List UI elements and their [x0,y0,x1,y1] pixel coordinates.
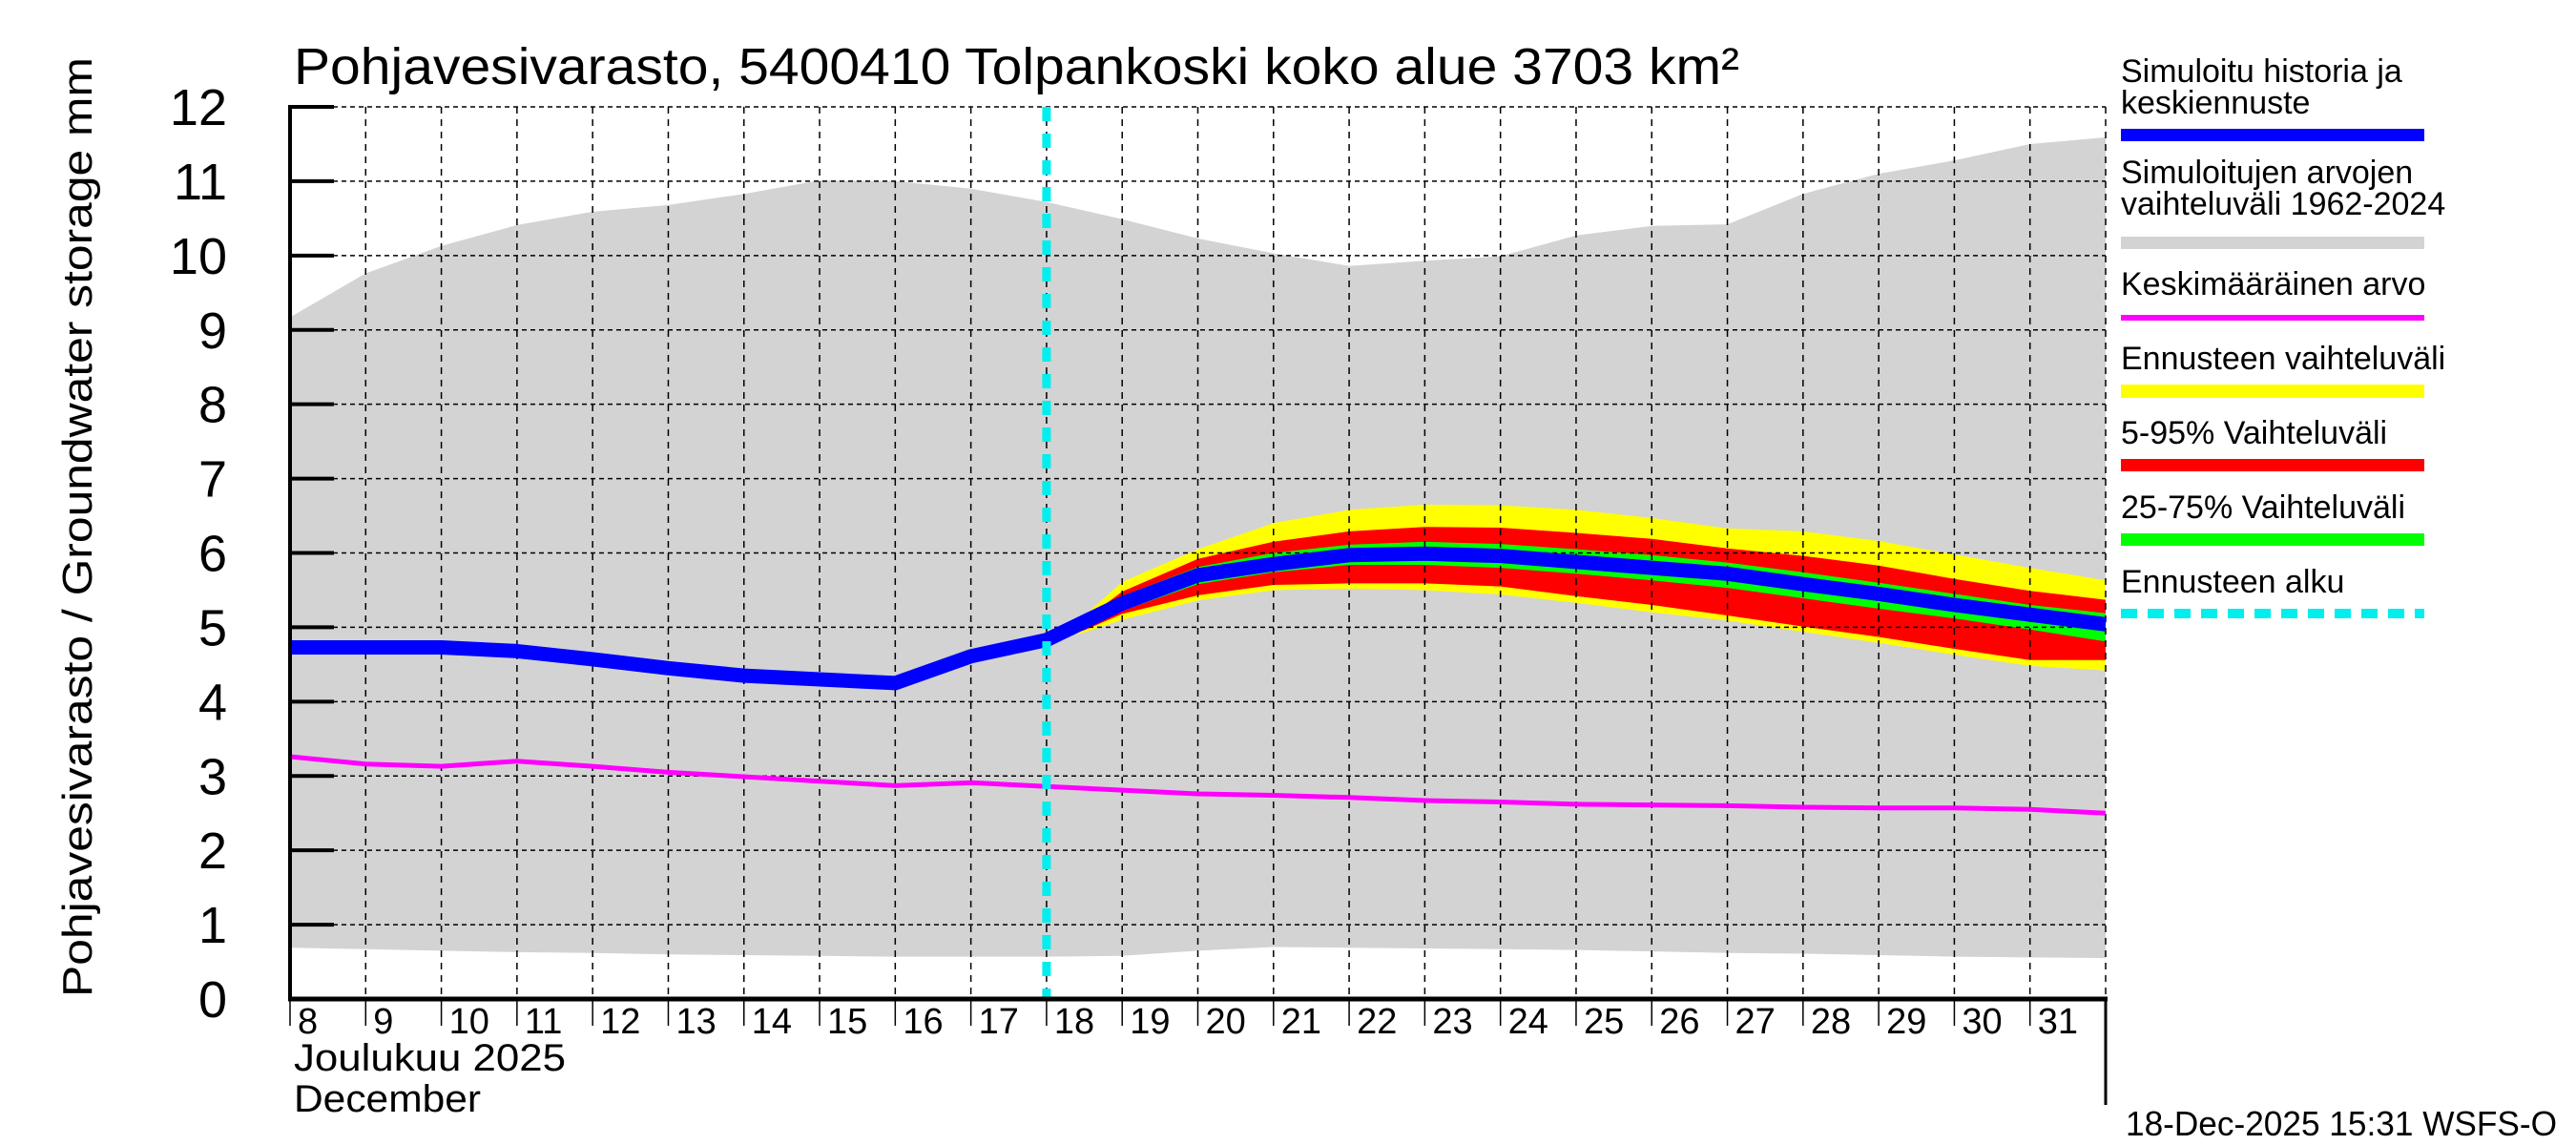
legend-swatch [2121,385,2424,398]
legend-item: 5-95% Vaihteluväli [2121,415,2424,471]
timestamp: 18-Dec-2025 15:31 WSFS-O [2126,1104,2557,1143]
x-axis-month-en: December [294,1078,481,1120]
legend-label: 5-95% Vaihteluväli [2121,415,2387,451]
y-tick-label: 0 [198,971,227,1029]
legend-swatch [2121,237,2424,249]
y-tick-label: 11 [174,154,227,211]
legend-label: vaihteluväli 1962-2024 [2121,186,2445,222]
x-tick-label: 20 [1206,1002,1246,1042]
legend: Simuloitu historia jakeskiennusteSimuloi… [2121,53,2445,618]
x-tick-label: 8 [298,1002,318,1042]
legend-label: Ennusteen alku [2121,564,2344,600]
x-tick-label: 9 [373,1002,393,1042]
x-tick-labels: 8 9 10 11 12 13 14 15 16 17 18 19 20 21 22 23 24 25 26 27 28… [298,1002,2078,1042]
legend-item: Ennusteen vaihteluväli [2121,341,2445,398]
legend-label: Keskimääräinen arvo [2121,266,2425,302]
y-tick-label: 8 [198,377,227,434]
legend-label: 25-75% Vaihteluväli [2121,489,2405,526]
legend-item: Keskimääräinen arvo [2121,266,2425,321]
x-tick-label: 13 [675,1002,716,1042]
x-tick-label: 10 [449,1002,489,1042]
x-tick-label: 28 [1811,1002,1851,1042]
y-tick-label: 3 [198,748,227,805]
x-tick-label: 30 [1962,1002,2002,1042]
x-tick-label: 24 [1508,1002,1548,1042]
x-axis-month-fi: Joulukuu 2025 [294,1037,566,1079]
line-keskim-r-inen-arvo [289,754,2107,816]
y-tick-label: 4 [198,674,227,731]
chart-title: Pohjavesivarasto, 5400410 Tolpankoski ko… [294,38,1739,95]
x-tick-label: 11 [525,1002,562,1042]
y-tick-label: 5 [198,599,227,656]
x-tick-label: 18 [1054,1002,1094,1042]
x-tick-label: 29 [1886,1002,1926,1042]
legend-label: Simuloitujen arvojen [2121,155,2413,191]
legend-label: keskiennuste [2121,85,2310,121]
legend-item: Ennusteen alku [2121,564,2424,618]
axes-layer [288,105,2108,1105]
y-tick-label: 2 [198,822,227,880]
x-tick-label: 15 [827,1002,867,1042]
y-axis-label: Pohjavesivarasto / Groundwater storage m… [54,57,101,997]
x-tick-label: 25 [1584,1002,1624,1042]
y-tick-label: 9 [198,302,227,360]
legend-swatch [2121,129,2424,141]
lines-layer [289,546,2107,816]
x-tick-label: 26 [1659,1002,1699,1042]
legend-item: 25-75% Vaihteluväli [2121,489,2424,546]
line-simuloitu-historia-ja-keskiennuste [290,546,2107,691]
x-tick-label: 31 [2038,1002,2078,1042]
x-tick-label: 16 [903,1002,943,1042]
y-tick-label: 1 [198,897,227,954]
legend-label: Simuloitu historia ja [2121,53,2402,90]
legend-swatch [2121,459,2424,471]
legend-swatch [2121,315,2424,321]
x-tick-label: 21 [1281,1002,1321,1042]
x-tick-label: 17 [979,1002,1019,1042]
y-tick-label: 12 [170,79,227,136]
legend-label: Ennusteen vaihteluväli [2121,341,2445,377]
y-tick-label: 10 [170,228,227,285]
x-tick-label: 27 [1735,1002,1776,1042]
grid-layer [290,106,2107,999]
x-tick-label: 19 [1130,1002,1170,1042]
y-tick-label: 7 [198,451,227,509]
x-tick-label: 12 [600,1002,640,1042]
x-tick-label: 23 [1432,1002,1472,1042]
x-tick-label: 14 [752,1002,792,1042]
x-tick-label: 22 [1357,1002,1397,1042]
y-tick-label: 6 [198,526,227,583]
legend-swatch [2121,533,2424,546]
